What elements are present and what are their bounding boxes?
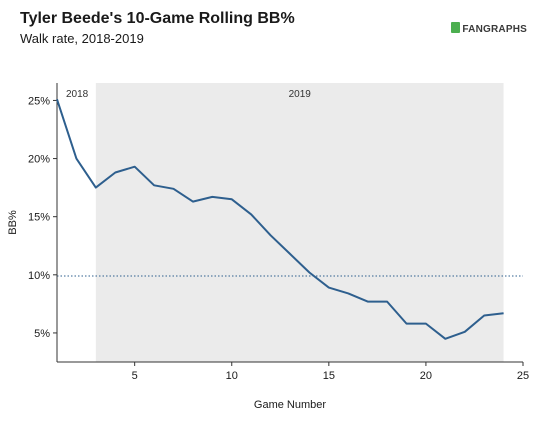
- chart-title: Tyler Beede's 10-Game Rolling BB%: [20, 10, 295, 27]
- y-tick-label: 5%: [34, 328, 50, 340]
- x-tick-label: 15: [323, 370, 335, 382]
- fangraphs-logo-icon: [451, 22, 461, 33]
- x-tick-label: 25: [517, 370, 529, 382]
- season-label-2018: 2018: [66, 89, 89, 100]
- y-axis-label: BB%: [7, 210, 19, 235]
- y-tick-label: 15%: [28, 212, 50, 224]
- bb-rate-series-line: [56, 98, 504, 340]
- y-tick-label: 10%: [28, 270, 50, 282]
- data-points: [56, 99, 504, 339]
- chart-subtitle: Walk rate, 2018-2019: [20, 31, 144, 46]
- x-tick-label: 10: [226, 370, 238, 382]
- x-axis-ticks: 5 10 15 20 25: [132, 362, 529, 382]
- y-axis-ticks: 5% 10% 15% 20% 25%: [28, 95, 57, 340]
- x-tick-label: 20: [420, 370, 432, 382]
- fangraphs-logo-text: FANGRAPHS: [462, 24, 527, 35]
- y-tick-label: 20%: [28, 154, 50, 166]
- season-region-shade-2019: [95, 83, 504, 362]
- season-regions: 2018 2019: [66, 83, 504, 362]
- fangraphs-logo: FANGRAPHS: [451, 22, 527, 35]
- y-tick-label: 25%: [28, 95, 50, 107]
- season-label-2019: 2019: [289, 89, 312, 100]
- x-axis-label: Game Number: [254, 399, 326, 411]
- x-tick-label: 5: [132, 370, 138, 382]
